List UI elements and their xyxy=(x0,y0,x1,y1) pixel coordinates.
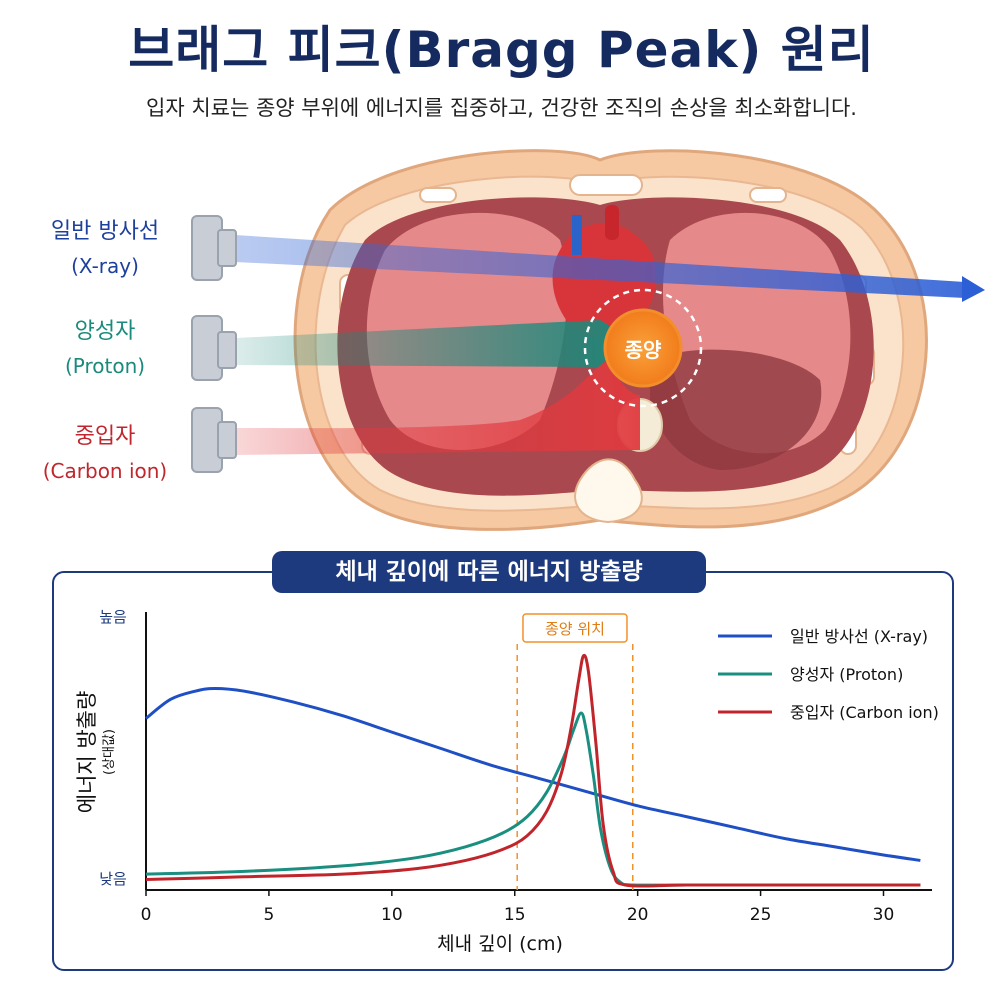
anatomy-illustration: 종양 xyxy=(191,149,985,531)
tumor-label: 종양 xyxy=(625,338,662,362)
tumor-region-label-box xyxy=(522,613,628,643)
proton-emitter xyxy=(191,315,237,381)
carbon-line xyxy=(145,653,921,888)
proton-sub: (Proton) xyxy=(64,354,146,378)
chart-title: 체내 깊이에 따른 에너지 방출량 xyxy=(272,551,706,593)
spine xyxy=(574,458,643,524)
tumor xyxy=(603,308,683,388)
x-tick-label: 0 xyxy=(141,905,152,925)
xray-line xyxy=(145,686,921,862)
carbon-sub: (Carbon ion) xyxy=(42,459,168,483)
y-axis-label: 에너지 방출량 xyxy=(75,691,99,814)
proton-line xyxy=(145,711,921,887)
proton-beam xyxy=(235,320,625,367)
page-title: 브래그 피크(Bragg Peak) 원리 xyxy=(128,21,875,79)
x-tick-label: 5 xyxy=(264,905,275,925)
x-tick-label: 15 xyxy=(504,905,526,925)
carbon-emitter xyxy=(191,407,237,473)
carbon-label: 중입자 (Carbon ion) xyxy=(25,420,185,488)
xray-label: 일반 방사선 (X-ray) xyxy=(30,215,180,283)
y-high-label: 높음 xyxy=(99,608,127,626)
legend-proton-label: 양성자 (Proton) xyxy=(790,665,903,684)
xray-beam xyxy=(235,235,985,302)
x-tick-label: 30 xyxy=(873,905,895,925)
proton-label: 양성자 (Proton) xyxy=(30,315,180,383)
xray-emitter xyxy=(191,215,237,281)
x-axis-label: 체내 깊이 (cm) xyxy=(437,933,563,955)
tumor-dashed-ring xyxy=(583,288,703,408)
legend-carbon-label: 중입자 (Carbon ion) xyxy=(790,703,939,722)
proton-name: 양성자 xyxy=(74,319,136,344)
xray-sub: (X-ray) xyxy=(71,254,139,278)
y-axis-sublabel: (상대값) xyxy=(102,729,117,775)
carbon-name: 중입자 xyxy=(74,424,136,449)
x-tick-label: 20 xyxy=(627,905,649,925)
y-low-label: 낮음 xyxy=(99,870,127,888)
xray-name: 일반 방사선 xyxy=(50,219,160,244)
x-tick-label: 10 xyxy=(381,905,403,925)
x-tick-label: 25 xyxy=(750,905,772,925)
legend-xray-label: 일반 방사선 (X-ray) xyxy=(790,627,928,646)
page-subtitle: 입자 치료는 종양 부위에 에너지를 집중하고, 건강한 조직의 손상을 최소화… xyxy=(146,96,857,120)
tumor-region-label: 종양 위치 xyxy=(545,620,605,638)
carbon-beam xyxy=(235,362,640,455)
chart-panel xyxy=(52,571,954,971)
